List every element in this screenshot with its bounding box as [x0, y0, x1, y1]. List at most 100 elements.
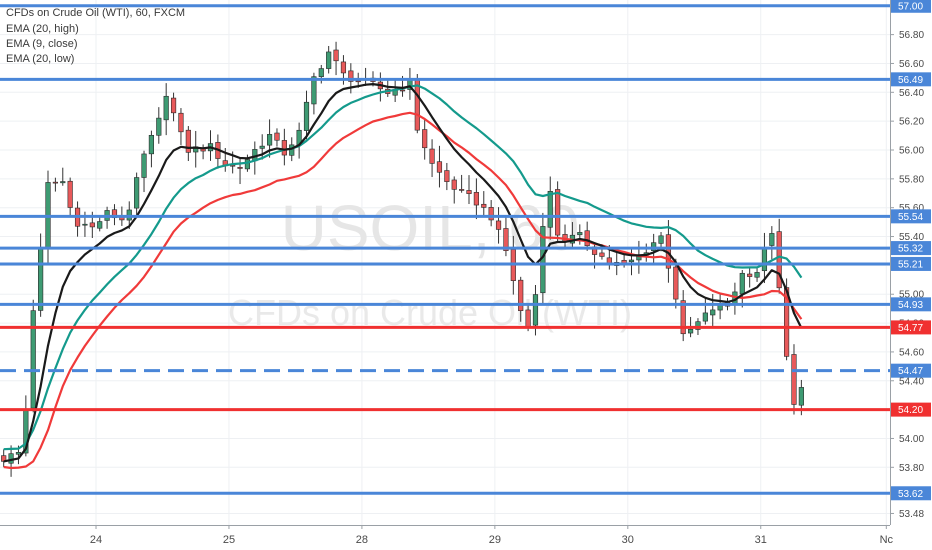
- candle-body: [555, 189, 561, 236]
- candle-body: [739, 272, 745, 295]
- time-tick-label: 28: [356, 534, 368, 546]
- candle-body: [695, 321, 701, 330]
- level-badge[interactable]: [891, 241, 931, 256]
- level-badge[interactable]: [891, 0, 931, 13]
- price-axis-background: [890, 0, 932, 550]
- candle-body: [747, 273, 753, 277]
- legend-title: CFDs on Crude Oil (WTI), 60, FXCM: [6, 7, 185, 19]
- time-tick-label: Nc: [880, 534, 894, 546]
- level-badge[interactable]: [891, 209, 931, 224]
- candle-body: [680, 300, 686, 335]
- candle-body: [466, 190, 472, 194]
- level-badge-label: 53.62: [898, 489, 923, 500]
- legend-ema-close: EMA (9, close): [6, 38, 78, 50]
- candle-body: [547, 190, 553, 228]
- level-badge-label: 54.93: [898, 300, 923, 311]
- time-axis[interactable]: 24 25 28 29 30 31 Nc: [0, 525, 894, 550]
- candle-body: [30, 310, 36, 409]
- price-tick-label: 53.80: [899, 463, 924, 474]
- candle-body: [791, 354, 797, 405]
- time-axis-background: [0, 525, 890, 550]
- candle-body: [687, 328, 694, 334]
- candle-body: [266, 134, 273, 146]
- level-badge[interactable]: [891, 402, 931, 417]
- time-tick-label: 31: [755, 534, 767, 546]
- level-badge-label: 57.00: [898, 1, 923, 12]
- candle-body: [495, 220, 502, 230]
- candle-body: [259, 145, 265, 149]
- candle-body: [82, 223, 88, 226]
- candle-body: [60, 181, 66, 184]
- level-badge-label: 54.47: [898, 366, 923, 377]
- level-badge-label: 55.54: [898, 212, 923, 223]
- candle-body: [237, 167, 243, 169]
- candle-body: [436, 161, 443, 173]
- candle-body: [429, 148, 435, 164]
- level-badge[interactable]: [891, 320, 931, 335]
- level-badge[interactable]: [891, 256, 931, 271]
- candle-body: [326, 51, 332, 69]
- candle-body: [303, 101, 310, 131]
- candle-body: [702, 312, 708, 322]
- candle-body: [289, 144, 295, 156]
- candle-body: [89, 222, 95, 228]
- candle-body: [134, 177, 140, 209]
- legend-ema-low: EMA (20, low): [6, 53, 74, 65]
- candle-body: [599, 252, 605, 257]
- horizontal-levels[interactable]: [0, 4, 890, 495]
- price-tick-label: 55.80: [899, 174, 924, 185]
- candle-body: [15, 452, 22, 455]
- candle-body: [311, 76, 317, 105]
- candle-body: [318, 68, 324, 77]
- candle-body: [459, 189, 465, 191]
- candle-body: [67, 180, 73, 208]
- price-tick-label: 56.20: [899, 117, 924, 128]
- price-tick-label: 56.80: [899, 30, 924, 41]
- candle-body: [503, 228, 509, 251]
- level-badge-label: 56.49: [898, 75, 923, 86]
- candle-body: [348, 70, 354, 82]
- candle-body: [52, 181, 58, 184]
- candle-body: [170, 97, 177, 114]
- price-tick-label: 54.60: [899, 347, 924, 358]
- candle-body: [628, 259, 635, 263]
- legend: CFDs on Crude Oil (WTI), 60, FXCM EMA (2…: [6, 7, 185, 65]
- time-tick-label: 24: [90, 534, 102, 546]
- candle-body: [532, 294, 539, 326]
- candle-body: [1, 455, 7, 462]
- candle-body: [776, 231, 782, 289]
- level-badge-label: 54.77: [898, 323, 923, 334]
- ema-20-low-line: [3, 111, 803, 470]
- price-tick-label: 54.00: [899, 434, 924, 445]
- candle-body: [577, 232, 583, 236]
- candle-body: [185, 129, 191, 153]
- candle-body: [355, 80, 361, 83]
- candle-body: [399, 89, 406, 92]
- price-tick-label: 56.00: [899, 146, 924, 157]
- candle-body: [274, 132, 280, 141]
- candle-body: [178, 112, 184, 133]
- level-badge[interactable]: [891, 486, 931, 501]
- price-tick-label: 55.40: [899, 232, 924, 243]
- price-tick-label: 55.60: [899, 203, 924, 214]
- level-badge[interactable]: [891, 363, 931, 378]
- candle-body: [281, 140, 287, 156]
- level-badge[interactable]: [891, 72, 931, 87]
- level-badge[interactable]: [891, 297, 931, 312]
- price-axis[interactable]: 53.4853.8054.0054.2054.4054.6054.8055.00…: [890, 0, 932, 550]
- watermark: USOIL, 60 CFDs on Crude Oil (WTI): [228, 192, 632, 333]
- candle-body: [658, 235, 664, 244]
- time-tick-label: 29: [489, 534, 501, 546]
- candle-body: [163, 95, 169, 121]
- level-badge-label: 54.20: [898, 405, 923, 416]
- price-tick-label: 53.48: [899, 509, 924, 520]
- candle-body: [769, 233, 775, 246]
- candle-body: [422, 129, 428, 149]
- level-badge-label: 55.32: [898, 244, 923, 255]
- candle-body: [710, 309, 716, 316]
- candle-body: [488, 207, 494, 221]
- legend-ema-high: EMA (20, high): [6, 23, 79, 35]
- candle-body: [244, 159, 251, 170]
